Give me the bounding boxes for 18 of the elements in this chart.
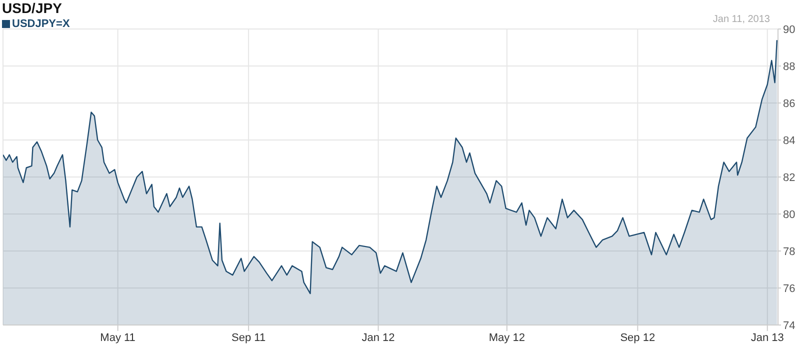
y-tick-label: 82 [783, 172, 796, 184]
x-tick-label: Sep 12 [620, 332, 656, 344]
x-tick-label: May 12 [488, 332, 525, 344]
y-tick-label: 84 [783, 134, 796, 147]
y-tick-label: 90 [783, 24, 796, 36]
x-tick-label: May 11 [100, 332, 136, 344]
x-tick-label: Jan 13 [750, 332, 784, 344]
y-tick-label: 88 [783, 60, 796, 73]
legend-label: USDJPY=X [12, 18, 70, 30]
y-tick-label: 76 [783, 282, 796, 295]
chart-title: USD/JPY [2, 0, 62, 16]
y-tick-label: 74 [783, 320, 796, 332]
y-tick-label: 78 [783, 246, 796, 258]
x-tick-label: Jan 12 [362, 332, 395, 344]
y-tick-label: 86 [783, 98, 796, 110]
y-tick-label: 80 [783, 208, 796, 221]
text: Jan 11, 2013 [712, 14, 770, 25]
x-tick-label: Sep 11 [232, 332, 266, 344]
